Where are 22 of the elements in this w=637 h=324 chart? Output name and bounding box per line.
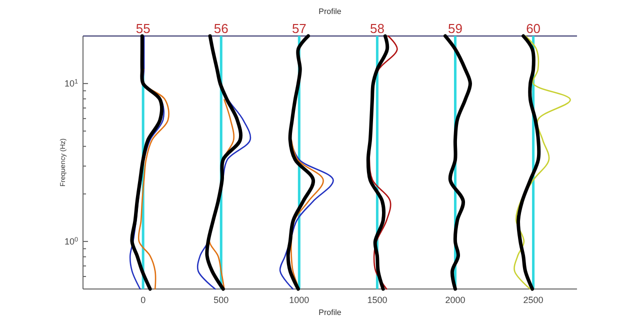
line-series: [516, 34, 541, 291]
line-series: [514, 35, 571, 290]
y-tick-label: 10$^{1}$: [64, 78, 78, 88]
x-tick-label: 2500: [523, 294, 544, 305]
x-tick-label: 1000: [289, 294, 310, 305]
y-tick-label: 10$^{0}$: [64, 236, 78, 246]
x-tick-label: 500: [214, 294, 229, 305]
x-axis-title: Profile: [318, 308, 342, 317]
chart-title: Profile: [318, 7, 342, 16]
x-tick-label: 2000: [445, 294, 466, 305]
x-tick-label: 0: [140, 294, 146, 305]
annotation: 56: [214, 21, 228, 36]
line-series: [286, 34, 316, 291]
x-tick-label: 1500: [367, 294, 388, 305]
annotation: 59: [448, 21, 462, 36]
annotation: 55: [136, 21, 150, 36]
line-series: [205, 34, 242, 291]
annotation: 58: [370, 21, 384, 36]
annotation: 60: [526, 21, 541, 36]
annotation: 57: [292, 21, 306, 36]
line-series: [444, 34, 472, 291]
line-series: [366, 34, 390, 291]
